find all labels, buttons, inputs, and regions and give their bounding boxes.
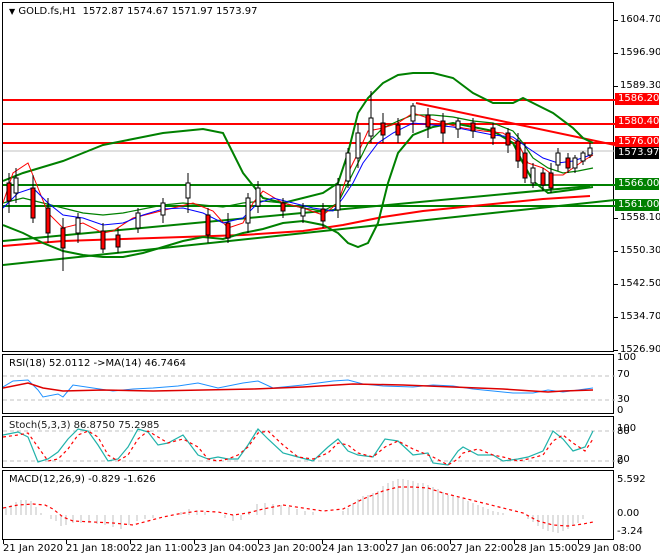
price-tick: 1550.30	[614, 245, 660, 256]
time-axis: 21 Jan 2020 21 Jan 18:00 22 Jan 11:00 23…	[0, 540, 660, 560]
price-tick: 1596.90	[614, 47, 660, 58]
rsi-axis-0: 0	[617, 405, 624, 416]
time-label: 21 Jan 18:00	[66, 540, 130, 554]
time-label: 24 Jan 13:00	[322, 540, 386, 554]
time-label: 29 Jan 08:00	[578, 540, 642, 554]
ascending-trendline-1	[3, 199, 615, 266]
symbol-header: ▼ GOLD.fs,H1 1572.87 1574.67 1571.97 157…	[9, 6, 258, 17]
price-tick: 1558.10	[614, 212, 660, 223]
macd-axis-min: -3.24	[617, 526, 643, 537]
rsi-line	[3, 379, 594, 398]
stoch-axis-0: 0	[617, 456, 624, 467]
price-tag-1566: 1566.00	[615, 178, 659, 190]
price-tick: 1604.70	[614, 14, 660, 25]
price-axis: 1604.70 1596.90 1589.30 1558.10 1550.30 …	[614, 2, 660, 355]
macd-axis-max: 5.592	[617, 474, 646, 485]
price-tick: 1526.90	[614, 344, 660, 355]
stoch-signal-line	[3, 430, 594, 466]
macd-canvas	[3, 479, 594, 533]
rsi-label: RSI(18) 52.0112 ->MA(14) 46.7464	[9, 358, 186, 369]
bollinger-lower	[3, 121, 594, 258]
main-chart-panel[interactable]: ▼ GOLD.fs,H1 1572.87 1574.67 1571.97 157…	[2, 2, 615, 352]
rsi-ma-line	[3, 382, 594, 393]
price-tick: 1589.30	[614, 80, 660, 91]
rsi-axis-30: 30	[617, 394, 630, 405]
time-label: 27 Jan 22:00	[450, 540, 514, 554]
time-label: 23 Jan 20:00	[258, 540, 322, 554]
macd-label: MACD(12,26,9) -0.829 -1.626	[9, 474, 156, 485]
macd-panel[interactable]: MACD(12,26,9) -0.829 -1.626	[2, 470, 614, 540]
stoch-axis-80: 80	[617, 426, 630, 437]
time-label: 21 Jan 2020	[3, 540, 63, 554]
price-tag-1576: 1576.00	[615, 136, 659, 148]
rsi-canvas	[3, 375, 615, 401]
current-price-tag: 1573.97	[615, 147, 659, 159]
macd-signal-line	[3, 486, 594, 527]
price-tag-1580: 1580.40	[615, 116, 659, 128]
rsi-axis-70: 70	[617, 369, 630, 380]
candlesticks	[6, 91, 593, 271]
stoch-main-line	[3, 428, 594, 466]
fast-ma-line	[3, 112, 594, 234]
time-label: 23 Jan 04:00	[194, 540, 258, 554]
time-label: 28 Jan 15:00	[514, 540, 578, 554]
stoch-axis-100: 100	[617, 423, 637, 434]
price-tag-1561: 1561.00	[615, 199, 659, 211]
time-label: 22 Jan 11:00	[130, 540, 194, 554]
stoch-canvas	[3, 428, 615, 466]
rsi-axis-100: 100	[617, 352, 637, 363]
triangle-down-icon[interactable]: ▼	[9, 7, 16, 16]
time-label: 27 Jan 06:00	[386, 540, 450, 554]
rsi-panel[interactable]: RSI(18) 52.0112 ->MA(14) 46.7464	[2, 354, 615, 414]
stoch-axis-20: 20	[617, 454, 630, 465]
symbol-name: GOLD.fs,H1	[18, 6, 77, 17]
price-tick: 1534.70	[614, 311, 660, 322]
stoch-panel[interactable]: Stoch(5,3,3) 86.8750 75.2985	[2, 416, 615, 468]
macd-axis-zero: 0.00	[617, 508, 640, 519]
macd-histogram	[5, 479, 584, 533]
price-chart-canvas	[3, 72, 615, 271]
price-tag-1586: 1586.20	[615, 93, 659, 105]
ohlc-values: 1572.87 1574.67 1571.97 1573.97	[82, 6, 258, 17]
price-tick: 1542.50	[614, 278, 660, 289]
stoch-label: Stoch(5,3,3) 86.8750 75.2985	[9, 420, 160, 431]
long-ma-line	[3, 195, 591, 247]
